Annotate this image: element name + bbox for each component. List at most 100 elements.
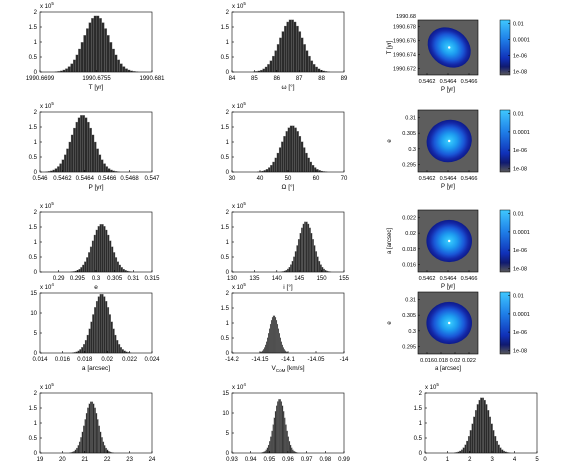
histogram-bar: [106, 35, 110, 73]
histogram-bar: [112, 328, 115, 354]
colorbar: [499, 291, 511, 355]
histogram-bar: [281, 141, 284, 173]
histogram-bar: [62, 69, 66, 73]
histogram-bar: [288, 19, 292, 73]
histogram-bar: [84, 261, 87, 273]
histogram-bar: [80, 437, 82, 454]
histogram-bar: [318, 260, 321, 273]
histogram-bar: [122, 66, 126, 73]
histogram-bar: [118, 344, 121, 354]
histogram-bar: [81, 347, 84, 354]
best-fit-marker: [448, 321, 451, 325]
x-tick-label: 1990.6699: [26, 76, 55, 82]
histogram-bar: [289, 125, 293, 173]
histogram-bar: [496, 440, 499, 454]
x-tick-label: 60: [313, 176, 320, 182]
y-tick-label: 1: [34, 40, 38, 46]
histogram-bar: [293, 21, 297, 73]
y-axis-label: T [yr]: [387, 40, 393, 54]
histogram-bar: [103, 163, 106, 173]
histogram-bar: [305, 50, 309, 73]
histogram-bar: [307, 223, 310, 273]
x-tick-label: 0.94: [245, 457, 257, 463]
x-tick-label: 85: [251, 76, 258, 82]
y-tick-label: 1.5: [221, 225, 230, 231]
colorbar-tick-label: 1e-08: [513, 348, 527, 354]
x-tick-label: 19: [37, 457, 44, 463]
histogram-bar: [90, 401, 92, 454]
x-tick-label: 1990.6755: [82, 76, 111, 82]
histogram-bar: [310, 60, 314, 73]
histogram-bar: [65, 68, 69, 73]
panel-T: 0 0.5 1 1.5 2x 105 1990.6699 1990.6755 1990.681…: [26, 1, 165, 91]
best-fit-marker: [448, 46, 451, 49]
x-axis-label: T [yr]: [89, 84, 104, 91]
histogram-bar: [492, 430, 495, 454]
histogram-bar: [267, 337, 269, 354]
x-tick-label: 0.5464: [440, 79, 457, 85]
histogram-bar: [117, 59, 121, 73]
y-tick-label: 0: [226, 351, 230, 357]
y-tick-label: 0.5: [29, 436, 38, 442]
y-tick-label: 15: [30, 291, 37, 297]
histogram-bar: [284, 417, 286, 454]
histogram-bar: [105, 166, 109, 173]
histogram-bar: [294, 251, 297, 273]
histogram-bar: [278, 399, 280, 454]
y-tick-label: 0.5: [29, 255, 38, 261]
y-tick-label: 1990.676: [393, 39, 416, 45]
colorbar-tick-label: 0.0001: [513, 130, 530, 136]
y-tick-label: 1: [226, 40, 230, 46]
histogram-bar: [272, 55, 275, 73]
y-exponent-label: x 105: [232, 282, 246, 291]
histogram-bar: [303, 44, 306, 73]
y-tick-label: 1990.672: [393, 66, 416, 72]
colorbar-tick-label: 0.0001: [513, 230, 530, 236]
histogram-bar: [87, 121, 90, 173]
histogram-bar: [91, 18, 95, 73]
histogram-bar: [275, 320, 278, 354]
histogram-bar: [312, 239, 314, 273]
histogram-bar: [101, 437, 103, 454]
axes-frame: [231, 292, 345, 354]
colorbar-tick-label: 1e-08: [513, 70, 527, 76]
histogram-bar: [299, 232, 302, 273]
x-tick-label: -14.2: [225, 357, 239, 363]
histogram-bar: [494, 436, 497, 454]
histogram-bar: [262, 68, 266, 73]
histogram-bar: [121, 349, 124, 354]
x-tick-label: 24: [149, 457, 156, 463]
histogram-bar: [269, 60, 273, 73]
colorbar-tick-label: 0.0001: [513, 37, 530, 43]
x-tick-label: 0: [423, 457, 427, 463]
colorbar-tick-label: 1e-06: [513, 248, 527, 254]
histogram-bar: [459, 450, 462, 454]
histogram-bar: [315, 251, 318, 273]
histogram-bar: [289, 444, 292, 454]
histogram-bar: [116, 340, 119, 354]
histogram-bar: [59, 163, 62, 173]
y-tick-label: 0.295: [402, 345, 416, 351]
y-exponent-label: x 104: [232, 382, 246, 391]
x-tick-label: 0.315: [144, 276, 160, 282]
x-tick-label: 40: [257, 176, 264, 182]
y-tick-label: 1.5: [221, 125, 230, 131]
histogram-bar: [95, 413, 98, 454]
histogram-bar: [499, 447, 502, 454]
histogram-bar: [119, 347, 123, 354]
histogram-bar: [305, 152, 308, 173]
histogram-bar: [87, 407, 89, 454]
x-tick-label: 0.95: [263, 457, 275, 463]
y-tick-label: 0.5: [221, 255, 230, 261]
histogram-bar: [280, 341, 282, 354]
y-exponent-label: x 105: [232, 101, 246, 110]
histogram-bar: [285, 424, 287, 454]
histogram-bar: [78, 268, 81, 273]
panel-T_vs_P: 0.5462 0.5464 0.5466 1990.678 1990.676 1990.6…: [387, 14, 530, 93]
y-tick-label: 1990.674: [393, 52, 416, 58]
histogram-bar: [74, 449, 77, 454]
histogram-bar: [75, 121, 79, 173]
histogram-bar: [76, 447, 78, 454]
histogram-bar: [467, 436, 470, 454]
y-tick-label: 0: [226, 170, 230, 176]
